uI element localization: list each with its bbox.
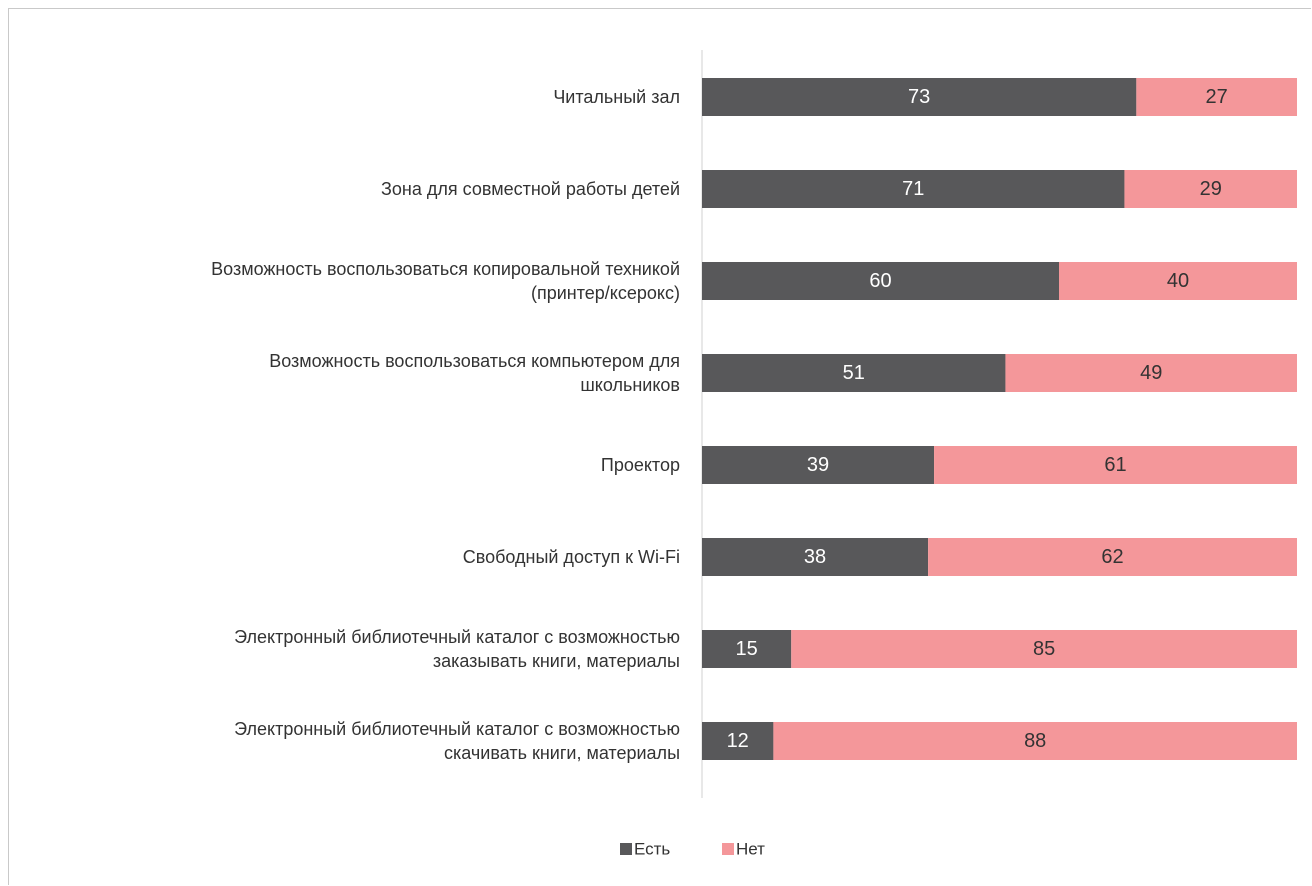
bar-yes (702, 78, 1137, 116)
bars-group: 73 27 71 29 60 40 51 49 39 61 38 62 15 85 12 88 (702, 78, 1297, 760)
category-label: скачивать книги, материалы (444, 743, 680, 763)
bar-no (1005, 354, 1297, 392)
data-label: 71 (902, 178, 924, 200)
chart-frame (8, 8, 1311, 885)
bar-no (1136, 78, 1297, 116)
category-label: школьников (580, 375, 680, 395)
data-label: 60 (869, 270, 891, 292)
bar-yes (702, 262, 1059, 300)
legend-swatch (620, 843, 632, 855)
data-label: 29 (1200, 178, 1222, 200)
data-label: 61 (1104, 454, 1126, 476)
category-label: Читальный зал (553, 87, 680, 107)
category-label: Проектор (601, 455, 680, 475)
bar-no (928, 538, 1297, 576)
category-label: Свободный доступ к Wi-Fi (463, 547, 680, 567)
bar-yes (702, 446, 935, 484)
data-label: 38 (804, 546, 826, 568)
bar-no (1124, 170, 1297, 208)
data-label: 73 (908, 86, 930, 108)
bar-no (1059, 262, 1297, 300)
category-label: Электронный библиотечный каталог с возмо… (234, 719, 680, 739)
data-label: 85 (1033, 638, 1055, 660)
category-label: Возможность воспользоваться компьютером … (269, 351, 680, 371)
bar-no (791, 630, 1297, 668)
category-label: Возможность воспользоваться копировально… (211, 259, 680, 279)
bar-yes (702, 630, 792, 668)
category-label: заказывать книги, материалы (433, 651, 680, 671)
bar-yes (702, 354, 1006, 392)
category-labels-group: Читальный зал Зона для совместной работы … (211, 87, 680, 763)
bar-no (934, 446, 1297, 484)
data-label: 15 (736, 638, 758, 660)
legend-label: Нет (736, 840, 765, 859)
category-label: Электронный библиотечный каталог с возмо… (234, 627, 680, 647)
data-label: 12 (727, 730, 749, 752)
legend-label: Есть (634, 840, 670, 859)
data-label: 27 (1206, 86, 1228, 108)
data-label: 39 (807, 454, 829, 476)
bar-yes (702, 170, 1125, 208)
legend-swatch (722, 843, 734, 855)
bar-no (773, 722, 1297, 760)
bar-yes (702, 538, 929, 576)
data-label: 40 (1167, 270, 1189, 292)
bar-yes (702, 722, 774, 760)
data-label: 62 (1101, 546, 1123, 568)
data-label: 49 (1140, 362, 1162, 384)
legend: Есть Нет (620, 840, 765, 859)
data-label: 88 (1024, 730, 1046, 752)
category-label: (принтер/ксерокс) (531, 283, 680, 303)
category-label: Зона для совместной работы детей (381, 179, 680, 199)
data-label: 51 (843, 362, 865, 384)
